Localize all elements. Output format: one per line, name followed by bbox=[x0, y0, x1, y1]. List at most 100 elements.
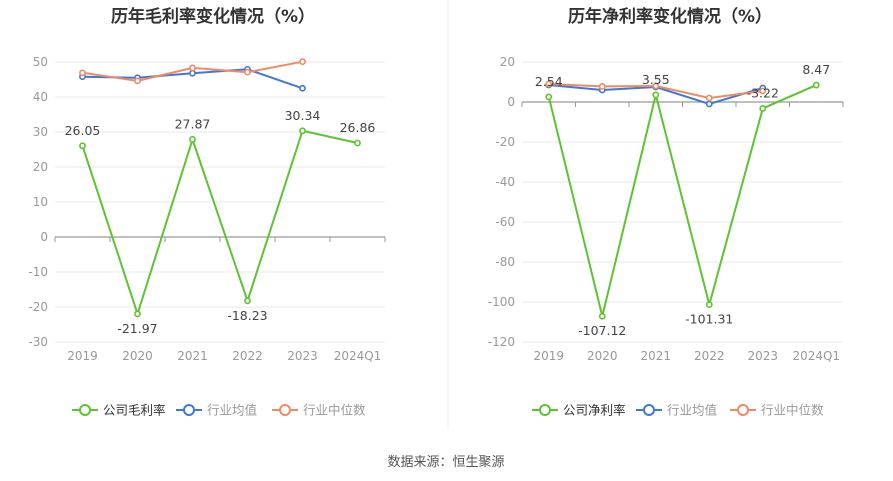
data-point-industry_median[interactable] bbox=[652, 82, 660, 90]
y-tick-label: -10 bbox=[28, 265, 48, 279]
x-tick-label: 2022 bbox=[694, 349, 725, 363]
data-point-industry_median[interactable] bbox=[759, 87, 767, 95]
y-tick-label: 10 bbox=[33, 195, 48, 209]
data-point-industry_median[interactable] bbox=[598, 83, 606, 90]
data-point-company[interactable] bbox=[354, 139, 361, 147]
x-tick-label: 2024Q1 bbox=[334, 349, 382, 363]
x-tick-label: 2020 bbox=[587, 349, 618, 363]
legend-item-company[interactable]: 公司毛利率 bbox=[72, 403, 166, 418]
y-tick-label: -80 bbox=[495, 255, 515, 269]
data-point-industry_median[interactable] bbox=[134, 77, 141, 85]
legend-swatch-marker bbox=[737, 404, 749, 416]
data-point-industry_median[interactable] bbox=[299, 58, 306, 66]
y-tick-label: -30 bbox=[28, 335, 48, 349]
data-label: 27.87 bbox=[175, 116, 211, 131]
data-point-industry_median[interactable] bbox=[705, 94, 713, 102]
data-label: -3.22 bbox=[747, 85, 779, 100]
legend-item-industry_avg[interactable]: 行业均值 bbox=[636, 403, 717, 418]
series-lines bbox=[79, 58, 361, 318]
legend-label: 行业均值 bbox=[207, 403, 257, 418]
x-tick-label: 2021 bbox=[640, 349, 671, 363]
y-tick-label: 0 bbox=[40, 230, 48, 244]
legend-swatch-marker bbox=[643, 404, 655, 416]
data-point-company[interactable] bbox=[299, 127, 306, 135]
y-tick-label: -20 bbox=[28, 300, 48, 314]
x-tick-label: 2019 bbox=[533, 349, 564, 363]
legend-label: 行业中位数 bbox=[761, 403, 824, 418]
y-tick-label: 0 bbox=[507, 95, 515, 109]
data-point-industry_median[interactable] bbox=[189, 64, 196, 72]
y-tick-label: -120 bbox=[488, 335, 515, 349]
data-label: 26.86 bbox=[340, 120, 376, 135]
legend-swatch-marker bbox=[79, 404, 91, 416]
data-point-industry_median[interactable] bbox=[244, 68, 251, 76]
data-label: -107.12 bbox=[578, 323, 626, 338]
source-note: 数据来源：恒生聚源 bbox=[387, 455, 504, 470]
data-point-company[interactable] bbox=[134, 310, 141, 318]
legend-label: 行业中位数 bbox=[303, 403, 366, 418]
legend: 公司毛利率 行业均值 行业中位数 bbox=[72, 403, 366, 418]
data-label: -101.31 bbox=[685, 312, 733, 327]
x-tick-label: 2023 bbox=[747, 349, 778, 363]
y-tick-label: -20 bbox=[495, 135, 515, 149]
data-point-industry_avg[interactable] bbox=[705, 100, 713, 108]
y-tick-label: 30 bbox=[33, 125, 48, 139]
legend-item-industry_avg[interactable]: 行业均值 bbox=[176, 403, 257, 418]
data-point-industry_avg[interactable] bbox=[189, 69, 196, 77]
x-tick-label: 2021 bbox=[177, 349, 208, 363]
y-tick-label: 40 bbox=[33, 90, 48, 104]
y-tick-label: 50 bbox=[33, 55, 48, 69]
data-label: 26.05 bbox=[65, 123, 101, 138]
chart-title: 历年毛利率变化情况（%） bbox=[111, 6, 315, 27]
legend-swatch-marker bbox=[539, 404, 551, 416]
data-point-company[interactable] bbox=[79, 142, 86, 150]
x-tick-label: 2023 bbox=[287, 349, 318, 363]
series-line-company bbox=[547, 84, 817, 317]
axes: -30 -20 -10 0 10 20 30 40 50 2019 2020 2021 2022 2023… bbox=[28, 55, 386, 363]
x-tick-label: 2024Q1 bbox=[792, 349, 840, 363]
y-tick-label: 20 bbox=[500, 55, 515, 69]
y-tick-label: -100 bbox=[488, 295, 515, 309]
y-tick-label: -40 bbox=[495, 175, 515, 189]
legend-label: 公司毛利率 bbox=[103, 403, 166, 418]
data-point-company[interactable] bbox=[244, 297, 251, 305]
data-label: -21.97 bbox=[117, 321, 157, 336]
x-tick-label: 2020 bbox=[122, 349, 153, 363]
series-line-company bbox=[81, 129, 358, 318]
data-point-company[interactable] bbox=[189, 136, 196, 143]
chart-title: 历年净利率变化情况（%） bbox=[568, 6, 772, 27]
legend-item-company[interactable]: 公司净利率 bbox=[532, 403, 626, 418]
gridlines bbox=[522, 61, 843, 343]
data-label: 30.34 bbox=[285, 108, 321, 123]
data-label: -18.23 bbox=[227, 308, 267, 323]
legend: 公司净利率 行业均值 行业中位数 bbox=[532, 403, 824, 418]
data-point-industry_median[interactable] bbox=[545, 80, 553, 88]
data-label: 3.55 bbox=[642, 72, 670, 87]
data-point-industry_avg[interactable] bbox=[299, 84, 306, 92]
x-tick-label: 2019 bbox=[67, 349, 98, 363]
gridlines bbox=[55, 61, 385, 343]
data-point-company[interactable] bbox=[812, 81, 820, 89]
data-point-company[interactable] bbox=[652, 91, 660, 99]
data-point-company[interactable] bbox=[598, 312, 606, 320]
x-tick-label: 2022 bbox=[232, 349, 263, 363]
data-labels: 26.05 -21.97 27.87 -18.23 30.34 26.86 bbox=[65, 108, 376, 336]
data-point-company[interactable] bbox=[705, 301, 713, 309]
data-point-company[interactable] bbox=[759, 105, 767, 112]
data-labels: 2.54 -107.12 3.55 -101.31 -3.22 8.47 bbox=[535, 62, 830, 338]
data-point-company[interactable] bbox=[545, 93, 553, 101]
legend-swatch-marker bbox=[279, 404, 291, 416]
data-point-industry_median[interactable] bbox=[79, 69, 86, 77]
legend-item-industry_median[interactable]: 行业中位数 bbox=[730, 403, 824, 418]
legend-label: 行业均值 bbox=[667, 403, 717, 418]
gross-margin-chart: 历年毛利率变化情况（%） -30 -20 -10 0 10 20 30 40 50 2019 202… bbox=[28, 6, 386, 418]
y-tick-label: 20 bbox=[33, 160, 48, 174]
legend-item-industry_median[interactable]: 行业中位数 bbox=[272, 403, 366, 418]
legend-swatch-marker bbox=[183, 404, 195, 416]
y-tick-label: -60 bbox=[495, 215, 515, 229]
legend-label: 公司净利率 bbox=[563, 403, 626, 418]
data-label: 8.47 bbox=[802, 62, 830, 77]
series-lines bbox=[545, 80, 820, 320]
axes: -120 -100 -80 -60 -40 -20 0 20 2019 2020 2021 2022 2… bbox=[488, 55, 844, 363]
